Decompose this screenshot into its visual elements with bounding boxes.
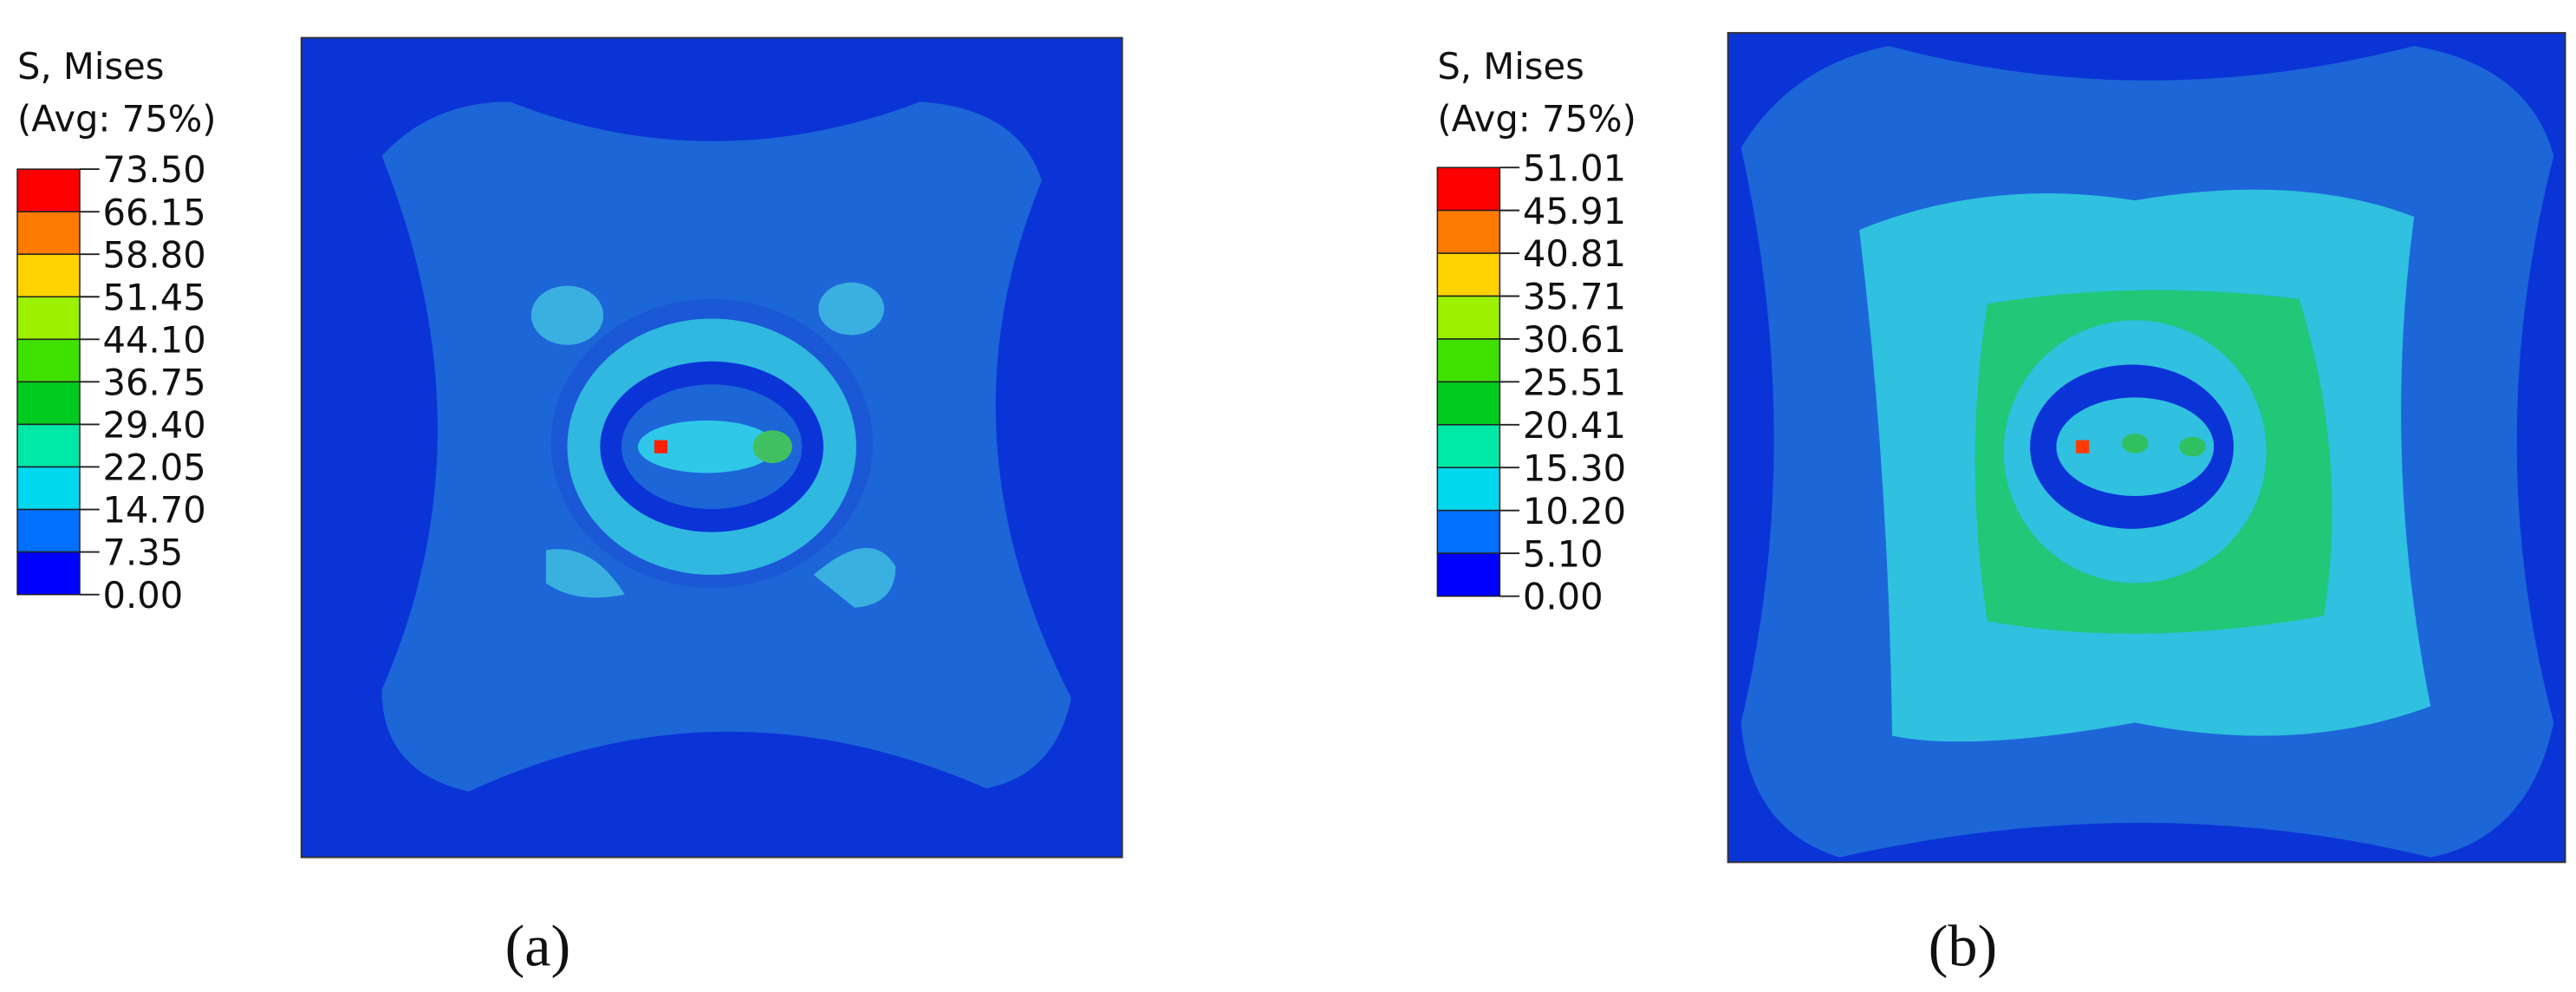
- legend-band: [16, 168, 81, 212]
- legend-label: 14.70: [103, 489, 206, 532]
- legend-band: [16, 551, 81, 596]
- legend-label: 30.61: [1523, 318, 1626, 361]
- legend-label: 51.01: [1523, 147, 1626, 189]
- panel-caption: (b): [1929, 913, 1998, 979]
- legend-band: [1436, 552, 1501, 597]
- legend-band: [16, 253, 81, 298]
- legend-label: 0.00: [103, 574, 184, 617]
- legend-band: [1436, 338, 1501, 383]
- legend-title: S, Mises: [1437, 45, 1584, 88]
- legend-label: 5.10: [1523, 532, 1603, 575]
- legend-label: 44.10: [103, 318, 206, 361]
- legend-label: 40.81: [1523, 232, 1626, 275]
- legend-label: 0.00: [1523, 576, 1603, 618]
- legend-label: 66.15: [103, 191, 206, 233]
- legend-band: [16, 423, 81, 468]
- legend-band: [1436, 467, 1501, 512]
- legend-band: [16, 381, 81, 426]
- legend-band: [1436, 381, 1501, 426]
- legend-label: 20.41: [1523, 404, 1626, 447]
- legend-band: [1436, 166, 1501, 212]
- legend-label: 58.80: [103, 233, 206, 276]
- legend-label: 36.75: [103, 362, 206, 404]
- legend-band: [16, 296, 81, 341]
- legend-subtitle: (Avg: 75%): [1437, 98, 1636, 140]
- legend-label: 45.91: [1523, 190, 1626, 232]
- legend-label: 15.30: [1523, 447, 1626, 489]
- legend-band: [1436, 252, 1501, 297]
- legend-label: 35.71: [1523, 276, 1626, 318]
- legend-title: S, Mises: [17, 45, 164, 88]
- legend-band: [1436, 424, 1501, 468]
- contour-plot-b: [1727, 31, 2566, 864]
- legend-band: [16, 466, 81, 511]
- legend-band: [1436, 209, 1501, 254]
- legend-band: [16, 508, 81, 553]
- legend-band: [1436, 509, 1501, 554]
- legend-label: 10.20: [1523, 490, 1626, 532]
- legend-band: [1436, 295, 1501, 340]
- legend-label: 51.45: [103, 276, 206, 318]
- legend-label: 73.50: [103, 148, 206, 191]
- legend-label: 7.35: [103, 532, 184, 574]
- legend-label: 29.40: [103, 404, 206, 447]
- legend-band: [16, 211, 81, 255]
- legend-label: 22.05: [103, 447, 206, 489]
- contour-plot-a: [300, 36, 1123, 858]
- legend-label: 25.51: [1523, 362, 1626, 404]
- panel-caption: (a): [505, 913, 571, 979]
- legend-band: [16, 338, 81, 383]
- legend-subtitle: (Avg: 75%): [17, 98, 217, 140]
